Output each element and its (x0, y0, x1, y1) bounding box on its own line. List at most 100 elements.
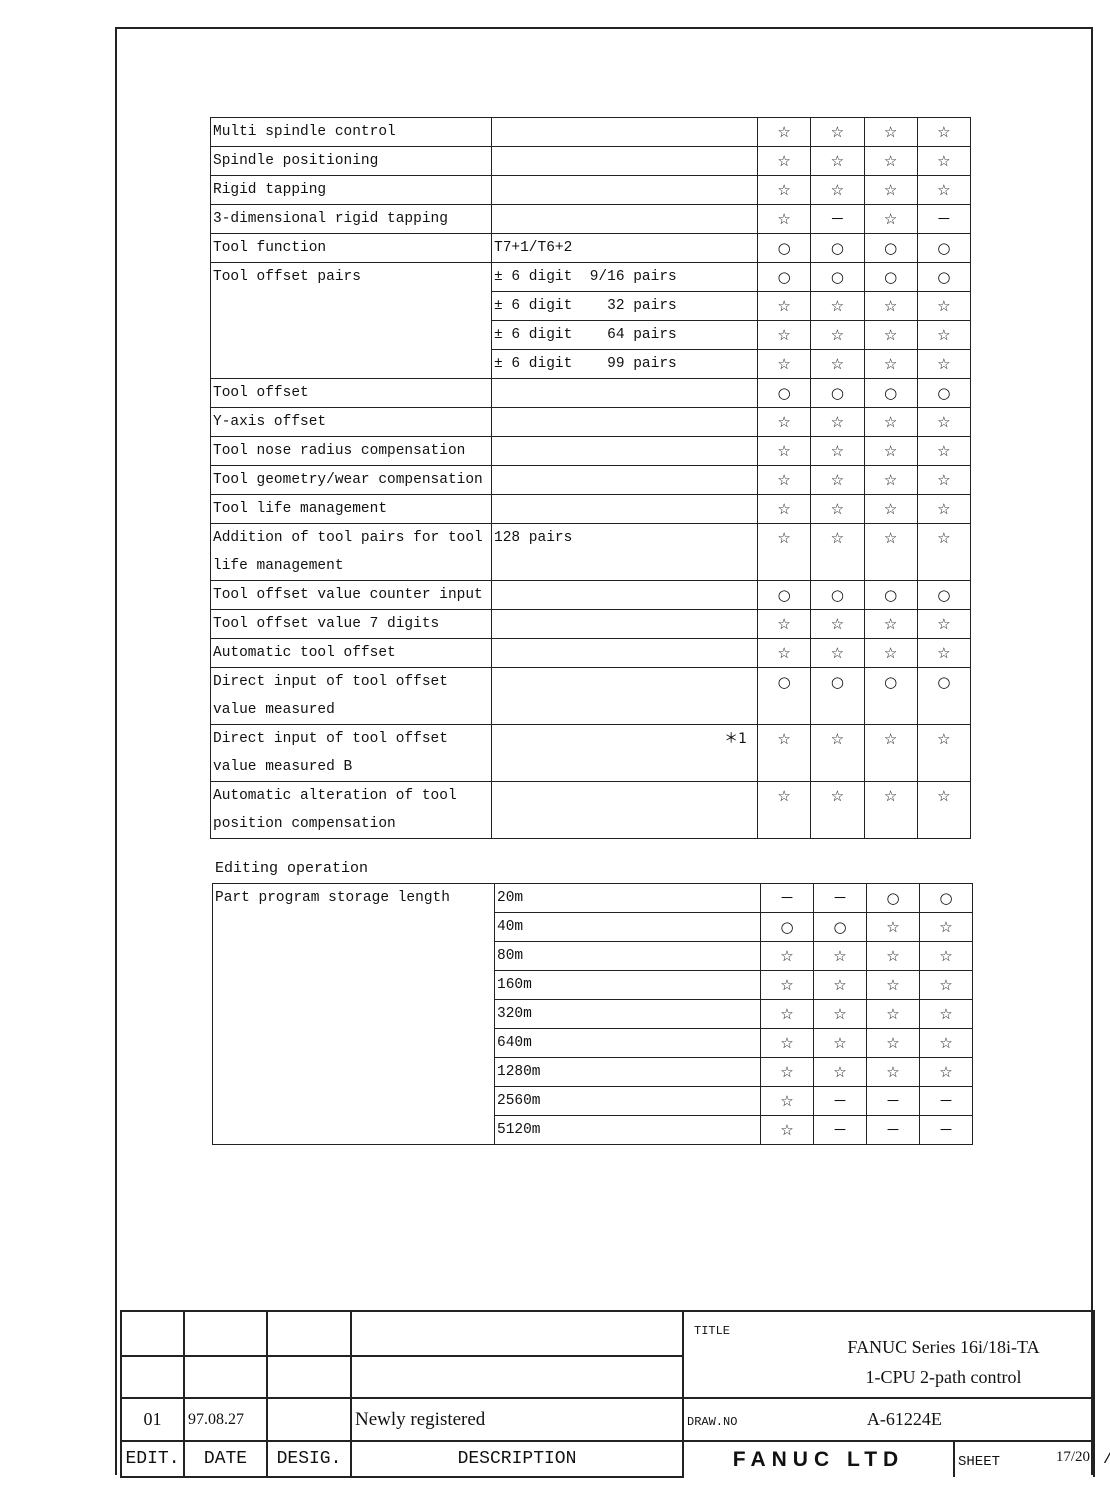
corner-mark: / (1103, 1450, 1110, 1468)
feature-spec (491, 781, 758, 839)
star-icon: ☆ (866, 970, 920, 1000)
star-icon: ☆ (760, 1115, 814, 1145)
circle-icon: ○ (756, 378, 812, 408)
star-icon: ☆ (760, 1057, 814, 1087)
circle-icon: ○ (810, 233, 865, 263)
star-icon: ☆ (756, 494, 812, 524)
star-icon: ☆ (756, 175, 812, 205)
feature-spec: 320m (494, 999, 761, 1029)
circle-icon: ○ (863, 233, 918, 263)
star-icon: ☆ (863, 146, 918, 176)
circle-icon: ○ (916, 580, 972, 610)
star-icon: ☆ (919, 912, 973, 942)
table-row: 2560m ☆ －－－ (213, 1086, 973, 1116)
table-row: Tool function T7+1/T6+2 ○ ○ ○ ○ (210, 233, 972, 263)
title-label: TITLE (694, 1324, 731, 1338)
feature-spec (491, 609, 758, 639)
table-row: Tool offset pairs ± 6 digit 9/16 pairs ○ ○ ○… (210, 262, 972, 379)
dash-icon: － (866, 1086, 920, 1116)
header-date: DATE (183, 1440, 268, 1478)
spec-text: 320m (497, 1006, 532, 1022)
star-icon: ☆ (863, 638, 918, 668)
desig-cell (266, 1310, 352, 1357)
dash-icon: － (760, 883, 814, 913)
circle-icon: ○ (756, 262, 812, 292)
star-icon: ☆ (916, 609, 972, 639)
star-icon: ☆ (760, 970, 814, 1000)
star-icon: ☆ (813, 970, 867, 1000)
company-name: FANUC LTD (682, 1440, 955, 1477)
star-icon: ☆ (810, 146, 865, 176)
header-description: DESCRIPTION (350, 1440, 684, 1478)
star-icon: ☆ (810, 781, 865, 839)
star-icon: ☆ (863, 175, 918, 205)
title-line-1: FANUC Series 16i/18i-TA (847, 1337, 1040, 1357)
star-icon: ☆ (810, 349, 865, 379)
feature-name: Tool offset value 7 digits (210, 609, 492, 639)
edit-designer (266, 1397, 352, 1442)
star-icon: ☆ (810, 175, 865, 205)
feature-name: Tool offset value counter input (210, 580, 492, 610)
table-row: Tool offset value counter input ○ ○ ○ ○ (210, 580, 972, 610)
star-icon: ☆ (863, 609, 918, 639)
star-icon: ☆ (863, 523, 918, 581)
table-row: Direct input of tool offset value measur… (210, 667, 972, 725)
spec-text: ± 6 digit 9/16 pairs (494, 269, 677, 285)
circle-icon: ○ (863, 667, 918, 725)
star-icon: ☆ (916, 117, 972, 147)
spec-text: 20m (497, 890, 524, 906)
star-icon: ☆ (756, 117, 812, 147)
star-icon: ☆ (919, 999, 973, 1029)
feature-spec (491, 436, 758, 466)
feature-name: Tool life management (210, 494, 492, 524)
spec-text: ± 6 digit 32 pairs (494, 298, 677, 314)
star-icon: ☆ (916, 465, 972, 495)
feature-name: Tool nose radius compensation (210, 436, 492, 466)
star-icon: ☆ (863, 465, 918, 495)
star-icon: ☆ (756, 638, 812, 668)
star-icon: ☆ (756, 204, 812, 234)
star-icon: ☆ (756, 320, 812, 350)
feature-spec: 5120m (494, 1115, 761, 1145)
star-icon: ☆ (810, 465, 865, 495)
star-icon: ☆ (810, 117, 865, 147)
feature-spec (491, 667, 758, 725)
table-row: 40m ○ ○ ☆ ☆ (213, 912, 973, 942)
circle-icon: ○ (866, 883, 920, 913)
spec-text: T7+1/T6+2 (494, 240, 573, 256)
dash-icon: － (810, 204, 865, 234)
spec-text: ± 6 digit 99 pairs (494, 356, 677, 372)
edit-cell (120, 1310, 185, 1357)
star-icon: ☆ (866, 999, 920, 1029)
table-row: ± 6 digit 32 pairs ☆ ☆ ☆ ☆ (211, 291, 972, 321)
star-icon: ☆ (810, 436, 865, 466)
title-block: TITLE FANUC Series 16i/18i-TA 1-CPU 2-pa… (120, 1310, 1095, 1478)
dash-icon: － (919, 1115, 973, 1145)
table-row: Direct input of tool offset value measur… (210, 724, 972, 782)
star-icon: ☆ (866, 1028, 920, 1058)
circle-icon: ○ (916, 378, 972, 408)
circle-icon: ○ (756, 667, 812, 725)
star-icon: ☆ (916, 436, 972, 466)
header-edit: EDIT. (120, 1440, 185, 1478)
star-icon: ☆ (866, 1057, 920, 1087)
feature-spec: T7+1/T6+2 (491, 233, 758, 263)
feature-name: Part program storage length (212, 883, 495, 1145)
star-icon: ☆ (760, 1086, 814, 1116)
feature-spec: 2560m (494, 1086, 761, 1116)
circle-icon: ○ (756, 233, 812, 263)
star-icon: ☆ (813, 941, 867, 971)
table-row: Addition of tool pairs for tool life man… (210, 523, 972, 581)
feature-spec (491, 117, 758, 147)
feature-spec: ± 6 digit 99 pairs (491, 349, 758, 379)
star-icon: ☆ (916, 320, 972, 350)
feature-name: Tool function (210, 233, 492, 263)
star-icon: ☆ (866, 941, 920, 971)
page-frame (115, 27, 1093, 1475)
star-icon: ☆ (756, 523, 812, 581)
table-row: Rigid tapping ☆ ☆ ☆ ☆ (210, 175, 972, 205)
feature-spec (491, 580, 758, 610)
star-icon: ☆ (756, 781, 812, 839)
feature-name: Y-axis offset (210, 407, 492, 437)
star-icon: ☆ (756, 349, 812, 379)
